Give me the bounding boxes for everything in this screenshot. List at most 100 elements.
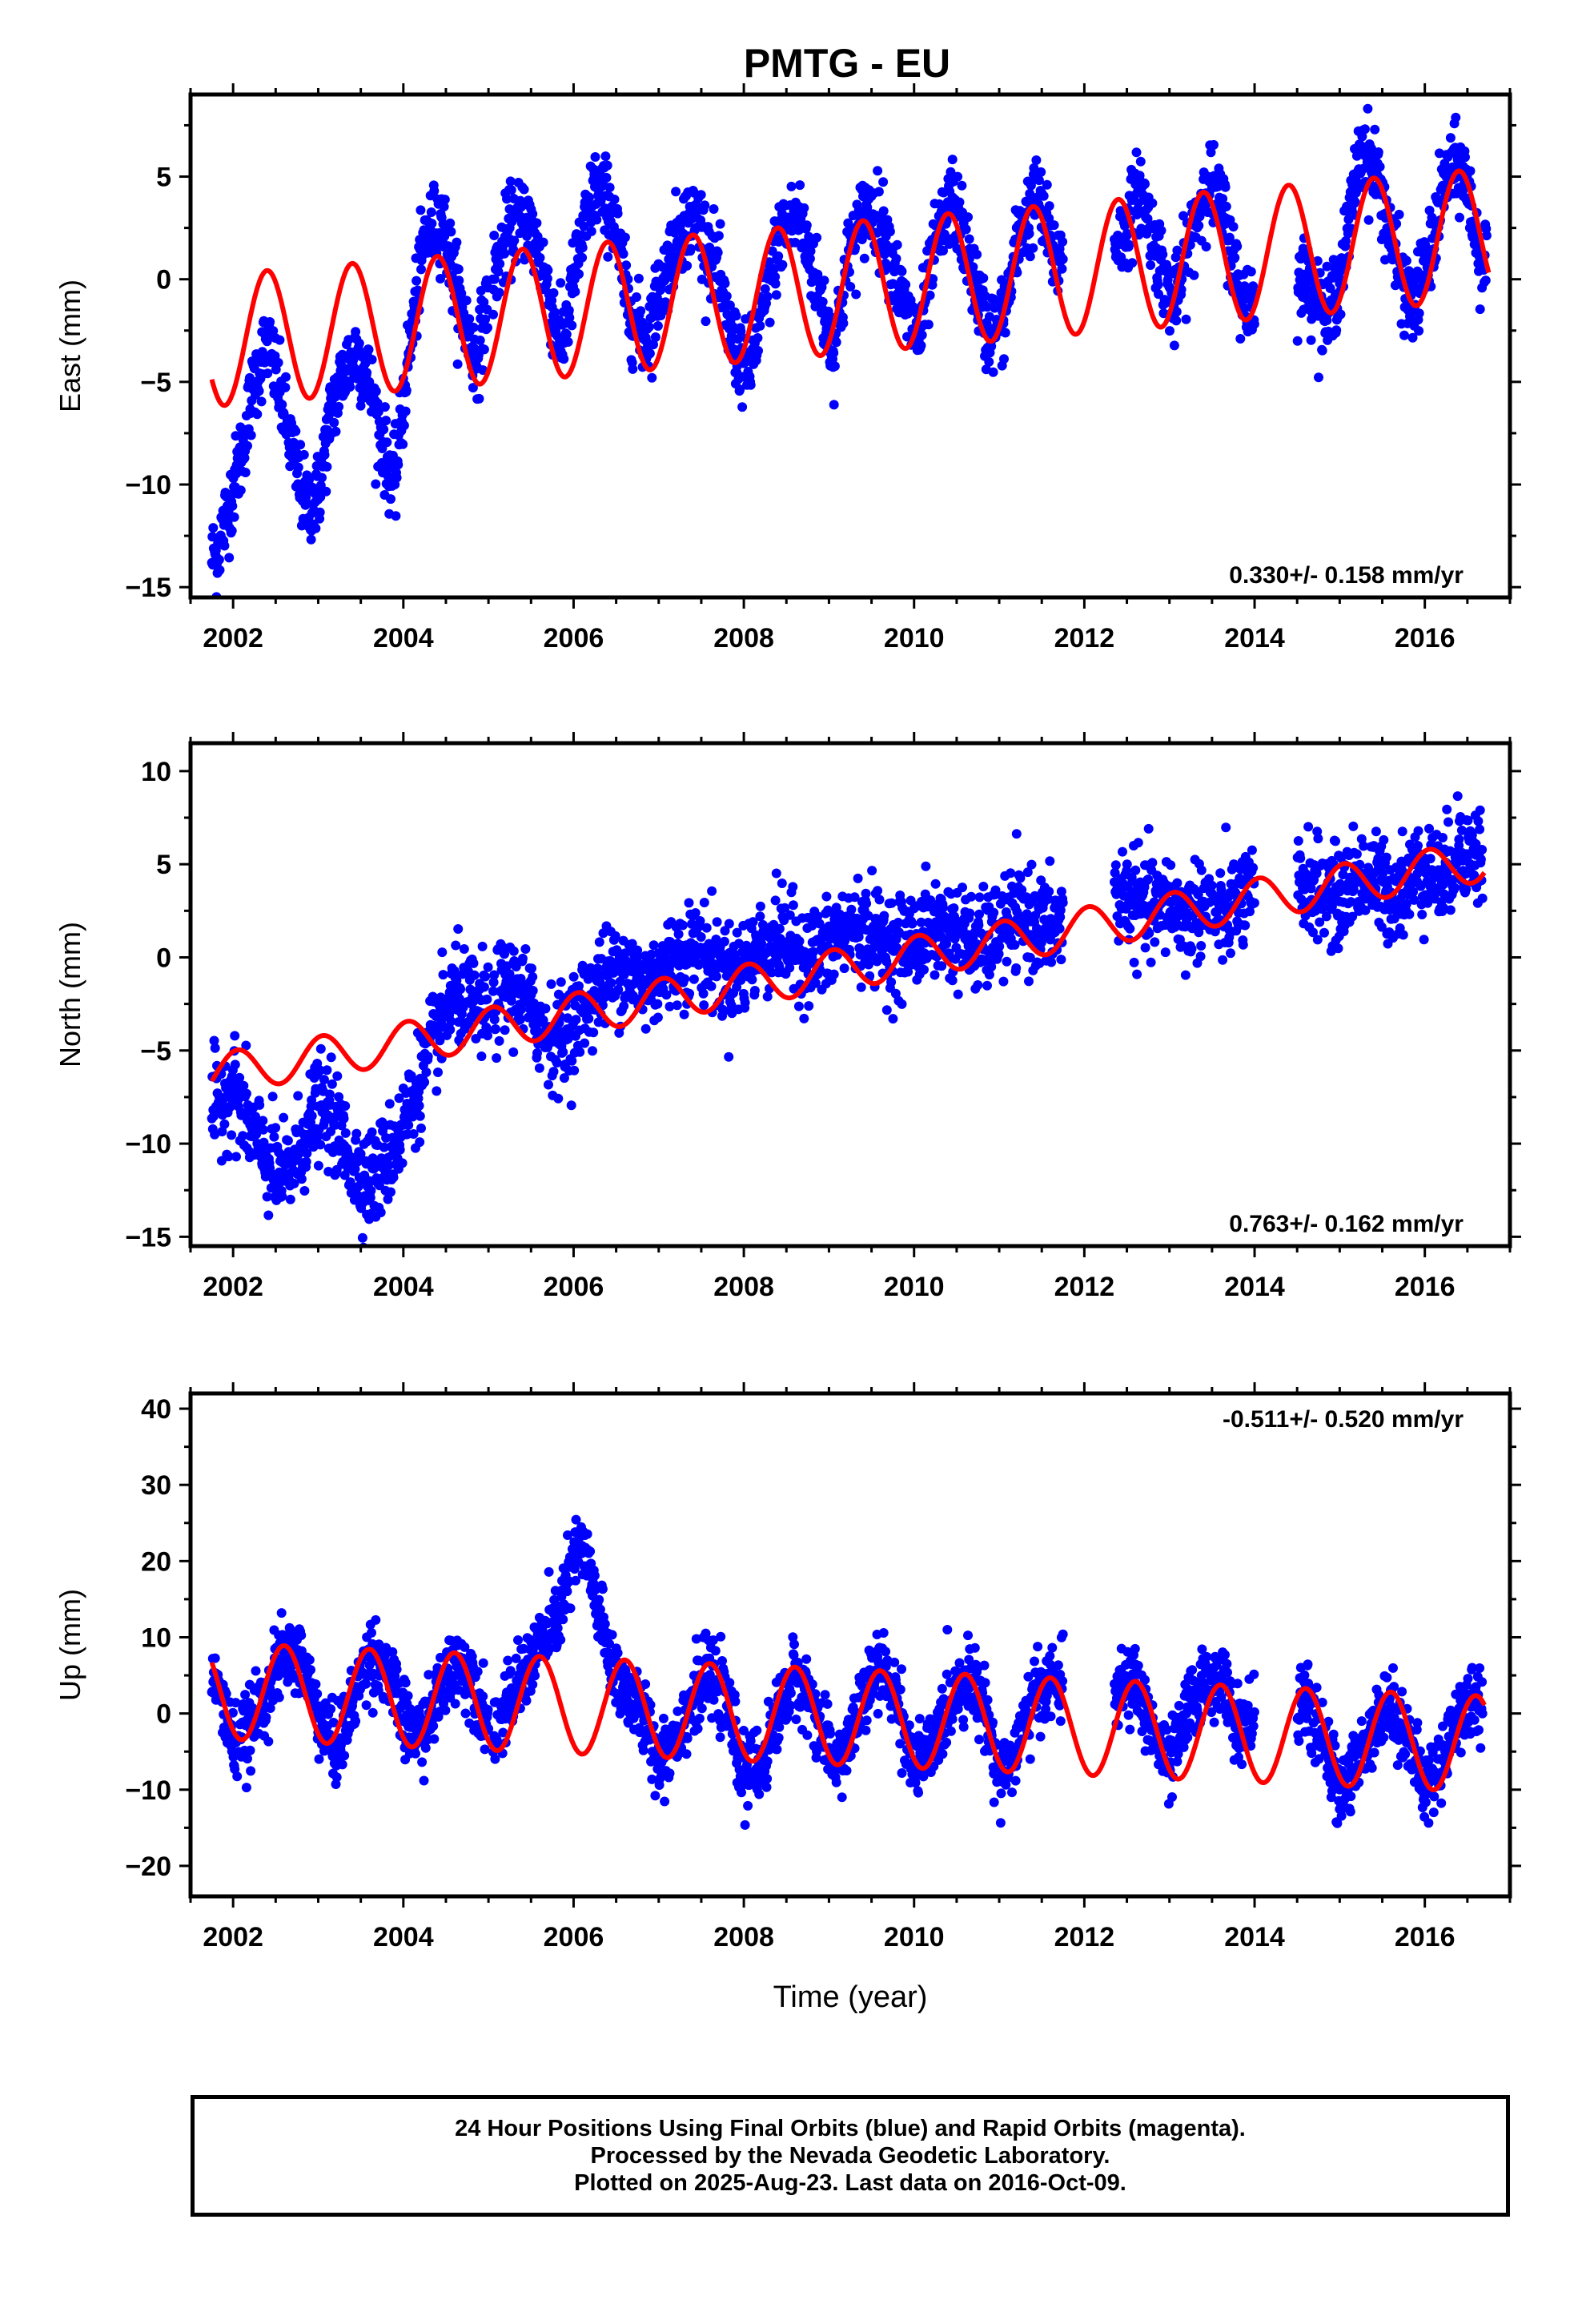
- data-point: [412, 275, 422, 286]
- data-point: [315, 1043, 326, 1054]
- data-point: [371, 479, 381, 489]
- data-point: [949, 903, 959, 913]
- data-point: [367, 1127, 377, 1137]
- x-tick-label: 2008: [713, 623, 774, 653]
- data-point: [724, 919, 734, 929]
- data-point: [1151, 243, 1162, 254]
- data-point: [1058, 898, 1068, 908]
- data-point: [957, 180, 967, 191]
- data-point: [1401, 255, 1411, 266]
- data-point: [1196, 865, 1207, 875]
- data-point: [1166, 860, 1176, 870]
- data-point: [799, 1013, 809, 1023]
- data-point: [1237, 295, 1247, 305]
- data-point: [263, 368, 273, 379]
- data-point: [252, 409, 263, 420]
- data-point: [1359, 124, 1370, 135]
- data-point: [1218, 955, 1228, 965]
- data-point: [867, 866, 877, 876]
- data-point: [1305, 274, 1315, 284]
- data-point: [726, 336, 737, 346]
- data-point: [736, 326, 746, 336]
- data-point: [408, 1129, 419, 1139]
- data-point: [788, 882, 798, 892]
- x-tick-label: 2010: [884, 623, 945, 653]
- data-point: [289, 1178, 299, 1188]
- data-point: [811, 274, 821, 284]
- data-point: [231, 1152, 241, 1162]
- data-point: [1125, 923, 1135, 934]
- data-point: [329, 417, 339, 428]
- data-point: [474, 393, 484, 404]
- data-point: [829, 969, 839, 979]
- data-point: [1228, 222, 1239, 232]
- data-point: [1348, 821, 1359, 831]
- data-point: [210, 1129, 220, 1140]
- data-point: [1143, 875, 1154, 884]
- data-point: [446, 1016, 456, 1027]
- data-point: [989, 907, 999, 918]
- data-point: [508, 946, 519, 956]
- data-point: [1399, 330, 1409, 340]
- data-point: [978, 273, 989, 283]
- data-point: [534, 1063, 544, 1073]
- data-point: [229, 512, 239, 522]
- data-point: [1414, 326, 1424, 336]
- data-point: [1314, 372, 1323, 383]
- data-point: [925, 290, 935, 300]
- panel-1: 2002 2004 2006 2008 2010 2012 2014 2016−15−10−5…: [54, 83, 1521, 653]
- data-point: [1130, 865, 1141, 875]
- data-point: [420, 233, 430, 243]
- data-point: [1333, 943, 1343, 954]
- data-point: [300, 500, 311, 510]
- data-point: [416, 205, 426, 215]
- data-point: [322, 461, 332, 472]
- data-point: [332, 1071, 343, 1081]
- data-point: [755, 911, 765, 922]
- data-point: [384, 1099, 395, 1109]
- data-point: [324, 1089, 335, 1100]
- data-point: [415, 1137, 425, 1148]
- data-point: [255, 1100, 265, 1110]
- data-point: [241, 1040, 251, 1051]
- data-point: [256, 396, 267, 407]
- data-point: [379, 424, 389, 435]
- data-point: [351, 1128, 362, 1139]
- data-point: [522, 212, 532, 223]
- data-point: [574, 981, 584, 991]
- data-point: [1140, 943, 1150, 953]
- data-point: [953, 989, 963, 999]
- data-point: [740, 998, 750, 1007]
- data-point: [391, 511, 401, 521]
- data-point: [547, 296, 557, 306]
- data-point: [1132, 969, 1142, 979]
- data-point: [479, 982, 489, 992]
- data-point: [395, 1144, 405, 1155]
- data-point: [584, 1014, 594, 1023]
- data-point: [243, 440, 252, 451]
- data-point: [795, 180, 805, 191]
- data-point: [219, 1119, 230, 1129]
- rate-label: 0.330+/- 0.158 mm/yr: [1229, 562, 1464, 589]
- data-point: [326, 1052, 336, 1063]
- data-point: [901, 279, 911, 290]
- data-point: [897, 999, 907, 1009]
- data-point: [1322, 316, 1332, 325]
- data-point: [383, 1194, 393, 1204]
- data-point: [479, 297, 489, 308]
- data-point: [219, 541, 230, 551]
- data-point: [817, 296, 828, 307]
- data-point: [658, 274, 669, 284]
- data-point: [947, 155, 958, 165]
- data-point: [488, 309, 498, 320]
- data-point: [567, 320, 577, 331]
- data-point: [892, 239, 902, 250]
- data-point: [400, 406, 411, 416]
- data-point: [353, 1190, 363, 1200]
- data-point: [961, 224, 971, 235]
- data-point: [1056, 955, 1066, 965]
- data-point: [315, 1140, 326, 1150]
- data-point: [1153, 279, 1163, 290]
- data-point: [493, 267, 504, 277]
